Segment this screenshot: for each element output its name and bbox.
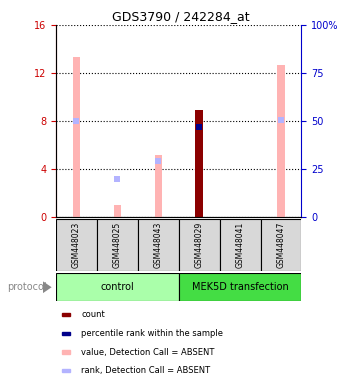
Text: GDS3790 / 242284_at: GDS3790 / 242284_at xyxy=(112,10,249,23)
Bar xyxy=(155,155,162,217)
Text: GSM448025: GSM448025 xyxy=(113,222,122,268)
Bar xyxy=(97,219,138,271)
Bar xyxy=(62,369,70,372)
Bar xyxy=(195,110,203,217)
Text: value, Detection Call = ABSENT: value, Detection Call = ABSENT xyxy=(82,348,215,357)
Bar xyxy=(219,219,261,271)
Text: protocol: protocol xyxy=(7,282,47,292)
Text: control: control xyxy=(100,282,134,292)
Bar xyxy=(62,332,70,335)
Bar xyxy=(73,57,80,217)
Bar xyxy=(114,205,121,217)
Bar xyxy=(62,313,70,316)
Bar xyxy=(138,219,179,271)
Bar xyxy=(261,219,301,271)
Text: GSM448023: GSM448023 xyxy=(72,222,81,268)
Text: GSM448041: GSM448041 xyxy=(236,222,244,268)
Text: GSM448043: GSM448043 xyxy=(154,222,163,268)
Text: MEK5D transfection: MEK5D transfection xyxy=(192,282,288,292)
Text: count: count xyxy=(82,310,105,319)
Bar xyxy=(56,273,179,301)
Text: rank, Detection Call = ABSENT: rank, Detection Call = ABSENT xyxy=(82,366,210,375)
Polygon shape xyxy=(43,281,52,293)
Bar xyxy=(56,219,97,271)
Bar xyxy=(62,350,70,354)
Bar xyxy=(179,219,219,271)
Bar xyxy=(277,65,285,217)
Bar xyxy=(179,273,301,301)
Text: GSM448029: GSM448029 xyxy=(195,222,204,268)
Text: GSM448047: GSM448047 xyxy=(277,222,286,268)
Text: percentile rank within the sample: percentile rank within the sample xyxy=(82,329,223,338)
